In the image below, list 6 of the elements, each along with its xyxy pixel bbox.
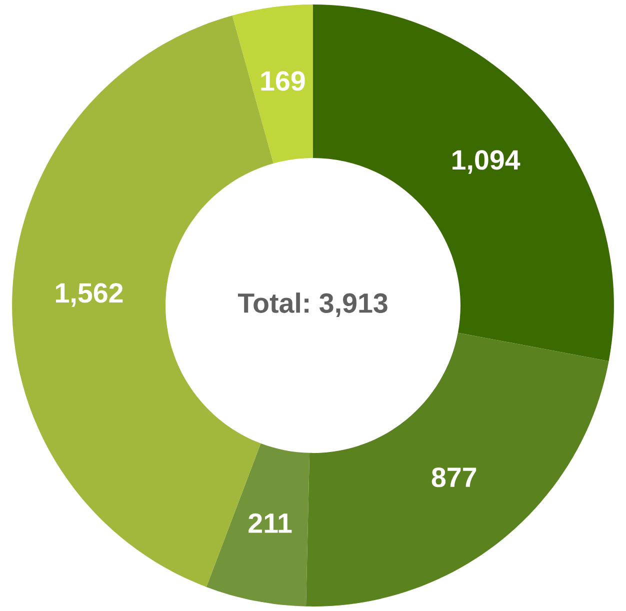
data-label: 877 bbox=[432, 468, 476, 488]
text: Total: 3,913 bbox=[238, 292, 388, 317]
data-label: 1,094 bbox=[452, 150, 520, 174]
data-label: 211 bbox=[248, 513, 292, 533]
data-label: 169 bbox=[261, 71, 305, 91]
data-label: 1,562 bbox=[56, 283, 123, 307]
